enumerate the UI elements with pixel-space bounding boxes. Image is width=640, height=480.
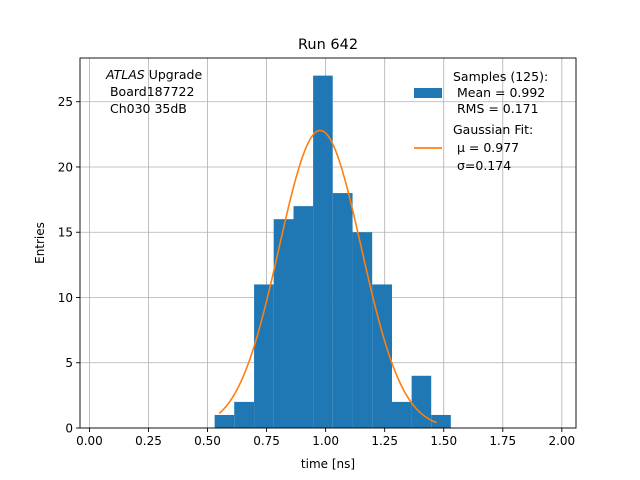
annotation-atlas: ATLAS [105, 67, 145, 82]
annotation-channel: Ch030 35dB [106, 101, 187, 116]
y-tick-label-2: 10 [58, 291, 73, 305]
x-tick-label-7: 1.75 [489, 434, 516, 448]
annotation-line-1: ATLAS Upgrade [105, 67, 202, 82]
legend-fit-mu: μ = 0.977 [453, 140, 519, 155]
legend-samples-title: Samples (125): [453, 69, 548, 84]
legend-samples-mean: Mean = 0.992 [453, 85, 545, 100]
x-tick-label-1: 0.25 [135, 434, 162, 448]
histogram-bar-1 [234, 401, 255, 428]
histogram-bar-5 [313, 75, 333, 428]
atlas-annotation: ATLAS Upgrade Board187722 Ch030 35dB [105, 67, 202, 116]
x-tick-label-4: 1.00 [312, 434, 339, 448]
annotation-upgrade: Upgrade [145, 67, 203, 82]
y-axis-ticks: 0 5 10 15 20 25 [58, 95, 80, 436]
x-tick-label-3: 0.75 [253, 434, 280, 448]
annotation-board: Board187722 [106, 84, 194, 99]
y-tick-label-4: 20 [58, 160, 73, 174]
histogram-bar-11 [431, 414, 451, 428]
histogram-bar-9 [392, 401, 412, 428]
legend-samples-patch [414, 88, 442, 98]
x-axis-ticks: 0.00 0.25 0.50 0.75 1.00 1.25 1.50 1.75 2.00 [76, 428, 575, 448]
chart-title: Run 642 [298, 37, 358, 53]
histogram-bar-10 [411, 375, 432, 428]
legend-samples-rms: RMS = 0.171 [453, 101, 539, 116]
y-tick-label-0: 0 [65, 422, 73, 436]
x-tick-label-5: 1.25 [371, 434, 398, 448]
legend-fit-title: Gaussian Fit: [453, 122, 533, 137]
histogram-bar-2 [254, 284, 274, 428]
histogram-bar-0 [214, 414, 235, 428]
y-axis-label: Entries [33, 222, 47, 264]
histogram-bar-7 [352, 232, 373, 428]
histogram-bar-8 [372, 284, 393, 428]
histogram-bar-3 [273, 219, 294, 428]
x-tick-label-6: 1.50 [430, 434, 457, 448]
histogram-bars [214, 75, 451, 428]
x-tick-label-0: 0.00 [76, 434, 103, 448]
y-tick-label-1: 5 [65, 356, 73, 370]
legend: Samples (125): Mean = 0.992 RMS = 0.171 … [414, 69, 548, 173]
y-tick-label-3: 15 [58, 226, 73, 240]
axes-frame [79, 57, 577, 429]
x-axis-label: time [ns] [301, 457, 355, 471]
gaussian-fit-curve [218, 129, 437, 424]
y-tick-label-5: 25 [58, 95, 73, 109]
histogram-bar-6 [332, 193, 353, 428]
x-tick-label-2: 0.50 [194, 434, 221, 448]
legend-fit-sigma: σ=0.174 [453, 158, 511, 173]
x-tick-label-8: 2.00 [548, 434, 575, 448]
histogram-bar-4 [293, 206, 314, 428]
